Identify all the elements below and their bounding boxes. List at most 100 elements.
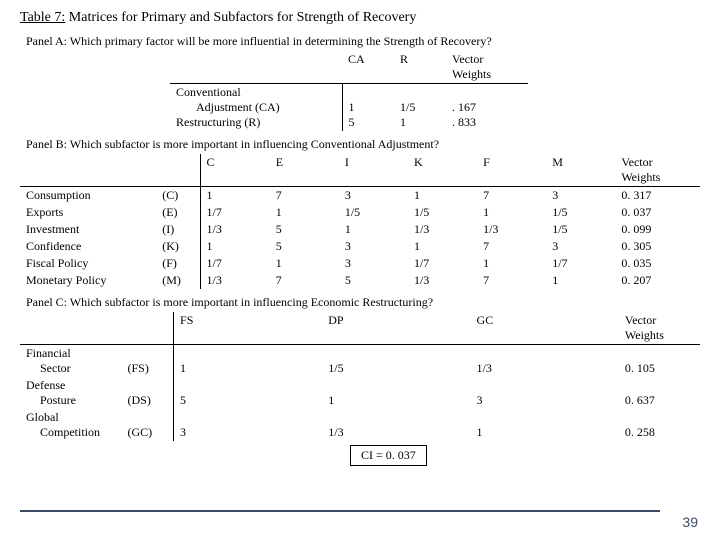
cell: 15 <box>342 84 394 132</box>
row-abbr: (E) <box>156 204 200 221</box>
table-row: DefensePosture(DS)5130. 637 <box>20 377 700 409</box>
cell: 7 <box>270 187 339 205</box>
cell: 1/3 <box>477 221 546 238</box>
cell: 5 <box>339 272 408 289</box>
panel-c-table: FS DP GC Vector Weights FinancialSector(… <box>20 312 700 441</box>
table-row: Consumption(C)1731730. 317 <box>20 187 700 205</box>
cell: 0. 637 <box>619 377 700 409</box>
row-abbr: (DS) <box>122 377 174 409</box>
row-label: Conventional Adjustment (CA) Restructuri… <box>170 84 342 132</box>
row-label: Consumption <box>20 187 156 205</box>
cell: 5 <box>270 238 339 255</box>
cell: 1 <box>270 204 339 221</box>
row-abbr: (C) <box>156 187 200 205</box>
cell: 0. 258 <box>619 409 700 441</box>
col-header: Vector Weights <box>446 51 528 84</box>
cell: 3 <box>174 409 323 441</box>
row-label: Investment <box>20 221 156 238</box>
row-label: Fiscal Policy <box>20 255 156 272</box>
row-label: Confidence <box>20 238 156 255</box>
cell: 1/3 <box>200 221 270 238</box>
table-title-text: Matrices for Primary and Subfactors for … <box>65 10 416 25</box>
cell: 1 <box>200 187 270 205</box>
cell: 7 <box>477 187 546 205</box>
table-row: Investment(I)1/3511/31/31/50. 099 <box>20 221 700 238</box>
row-abbr: (GC) <box>122 409 174 441</box>
cell: 7 <box>477 272 546 289</box>
panel-b-label: Panel B: Which subfactor is more importa… <box>26 137 700 152</box>
col-header: CA <box>342 51 394 84</box>
cell: 1/5 <box>546 204 615 221</box>
cell: 3 <box>546 187 615 205</box>
cell: 0. 207 <box>615 272 700 289</box>
cell: 1/7 <box>200 255 270 272</box>
cell: 5 <box>270 221 339 238</box>
ci-box: CI = 0. 037 <box>350 445 427 466</box>
table-row: Monetary Policy(M)1/3751/3710. 207 <box>20 272 700 289</box>
cell: 1/7 <box>200 204 270 221</box>
cell: 1 <box>270 255 339 272</box>
cell: 1/5 <box>339 204 408 221</box>
table-row: FinancialSector(FS)11/51/30. 105 <box>20 345 700 378</box>
cell: 1/51 <box>394 84 446 132</box>
cell: 1 <box>471 409 619 441</box>
cell: 1 <box>322 377 470 409</box>
row-label: GlobalCompetition <box>20 409 122 441</box>
row-label: Monetary Policy <box>20 272 156 289</box>
cell: 0. 305 <box>615 238 700 255</box>
row-label: DefensePosture <box>20 377 122 409</box>
table-row: Confidence(K)1531730. 305 <box>20 238 700 255</box>
table-row: Exports(E)1/711/51/511/50. 037 <box>20 204 700 221</box>
table-row: Fiscal Policy(F)1/7131/711/70. 035 <box>20 255 700 272</box>
cell: 3 <box>339 187 408 205</box>
cell: 1/3 <box>471 345 619 378</box>
cell: 1/5 <box>408 204 477 221</box>
panel-a-table: CA R Vector Weights Conventional Adjustm… <box>170 51 528 131</box>
slide-number: 39 <box>682 514 698 530</box>
cell: 1 <box>408 187 477 205</box>
cell: 1 <box>477 204 546 221</box>
row-label: Exports <box>20 204 156 221</box>
row-abbr: (I) <box>156 221 200 238</box>
col-header: R <box>394 51 446 84</box>
cell: 1/3 <box>200 272 270 289</box>
row-abbr: (FS) <box>122 345 174 378</box>
table-number: Table 7: <box>20 10 65 25</box>
panel-c-label: Panel C: Which subfactor is more importa… <box>26 295 700 310</box>
cell: 1/5 <box>322 345 470 378</box>
cell: 7 <box>477 238 546 255</box>
cell: 7 <box>270 272 339 289</box>
row-abbr: (F) <box>156 255 200 272</box>
cell: 1/7 <box>408 255 477 272</box>
cell: 5 <box>174 377 323 409</box>
cell: 1/3 <box>322 409 470 441</box>
cell: 1 <box>546 272 615 289</box>
footer-rule <box>20 510 660 512</box>
cell: 3 <box>339 255 408 272</box>
cell: 1 <box>339 221 408 238</box>
cell: . 167. 833 <box>446 84 528 132</box>
row-abbr: (M) <box>156 272 200 289</box>
cell: 0. 105 <box>619 345 700 378</box>
cell: 3 <box>339 238 408 255</box>
cell: 1/5 <box>546 221 615 238</box>
cell: 1 <box>477 255 546 272</box>
table-title: Table 7: Matrices for Primary and Subfac… <box>20 10 700 26</box>
cell: 3 <box>546 238 615 255</box>
cell: 1/3 <box>408 221 477 238</box>
cell: 0. 037 <box>615 204 700 221</box>
table-row: GlobalCompetition(GC)31/310. 258 <box>20 409 700 441</box>
cell: 1 <box>408 238 477 255</box>
cell: 1/7 <box>546 255 615 272</box>
cell: 3 <box>471 377 619 409</box>
row-label: FinancialSector <box>20 345 122 378</box>
cell: 1/3 <box>408 272 477 289</box>
cell: 1 <box>174 345 323 378</box>
panel-a-label: Panel A: Which primary factor will be mo… <box>26 34 700 49</box>
cell: 0. 317 <box>615 187 700 205</box>
row-abbr: (K) <box>156 238 200 255</box>
cell: 1 <box>200 238 270 255</box>
cell: 0. 035 <box>615 255 700 272</box>
cell: 0. 099 <box>615 221 700 238</box>
panel-b-table: C E I K F M Vector Weights Consumption(C… <box>20 154 700 289</box>
